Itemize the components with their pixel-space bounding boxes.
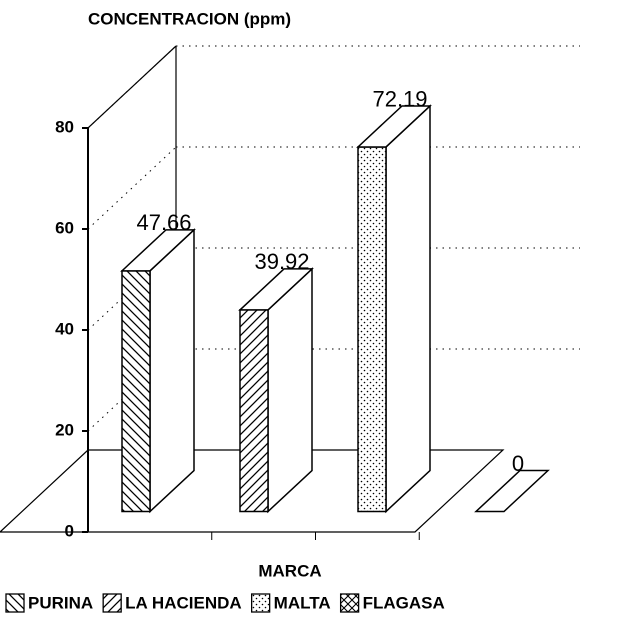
value-label: 39.92 — [254, 249, 309, 274]
legend-swatch — [251, 593, 271, 613]
floor — [0, 449, 505, 533]
legend-swatch — [102, 593, 122, 613]
y-tick-label: 40 — [55, 319, 74, 338]
grid-line — [87, 247, 177, 331]
grid-line — [87, 45, 177, 129]
bar-front — [121, 270, 151, 513]
bar-front — [357, 146, 387, 513]
bar-side — [149, 228, 195, 514]
y-tick-label: 80 — [55, 117, 74, 136]
value-label: 0 — [512, 451, 524, 476]
y-tick-label: 20 — [55, 420, 74, 439]
value-label: 47.66 — [136, 210, 191, 235]
bar-top — [238, 268, 314, 311]
y-tick-label: 60 — [55, 218, 74, 237]
legend-label: LA HACIENDA — [125, 593, 241, 612]
legend-swatch — [5, 593, 25, 613]
grid-line — [87, 146, 177, 230]
x-axis-title: MARCA — [258, 561, 321, 580]
y-tick-label: 0 — [65, 521, 74, 540]
grid-line — [87, 348, 177, 432]
value-label: 72.19 — [372, 86, 427, 111]
bar-top — [356, 105, 432, 148]
y-axis-title: CONCENTRACION (ppm) — [88, 9, 291, 28]
bar-top — [120, 229, 196, 272]
bar-side — [267, 267, 313, 514]
bar-top — [474, 469, 550, 513]
legend-label: FLAGASA — [363, 593, 445, 612]
legend-swatch — [339, 593, 360, 613]
bar-front — [239, 309, 269, 513]
legend-label: MALTA — [274, 593, 331, 612]
wall-top-edge — [87, 45, 177, 129]
bar-side — [385, 104, 431, 514]
legend-label: PURINA — [28, 593, 93, 612]
